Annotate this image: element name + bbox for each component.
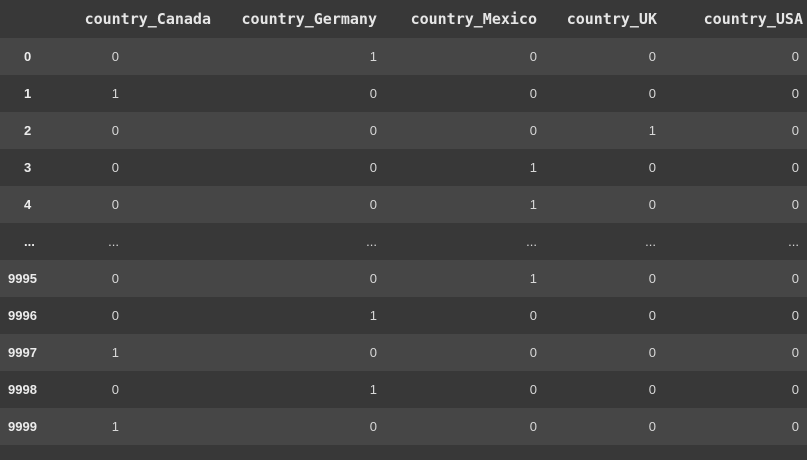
table-cell: 0: [791, 419, 799, 434]
table-cell: 0: [111, 49, 119, 64]
table-cell: 0: [791, 345, 799, 360]
table-cell: 0: [369, 123, 377, 138]
index-header: [0, 0, 60, 38]
column-header-country-mexico: country_Mexico: [410, 10, 537, 28]
table-cell: 1: [648, 123, 656, 138]
table-cell: 0: [791, 160, 799, 175]
table-row: 9997 1 0 0 0 0: [0, 334, 807, 371]
row-index: 1: [24, 86, 32, 101]
row-index: 3: [24, 160, 32, 175]
table-row: 9996 0 1 0 0 0: [0, 297, 807, 334]
table-header: country_Canada country_Germany country_M…: [0, 0, 807, 38]
table-cell: 0: [648, 197, 656, 212]
table-cell: 0: [791, 271, 799, 286]
column-header-country-germany: country_Germany: [241, 10, 377, 28]
table-cell: 0: [111, 160, 119, 175]
row-index: 0: [24, 49, 32, 64]
table-cell: 0: [791, 308, 799, 323]
table-cell: 1: [529, 160, 537, 175]
table-row: 9999 1 0 0 0 0: [0, 408, 807, 445]
row-index: 9995: [8, 271, 37, 286]
table-cell: 0: [111, 197, 119, 212]
table-cell: 0: [648, 86, 656, 101]
table-cell: ...: [788, 234, 799, 249]
table-cell: 0: [529, 345, 537, 360]
table-cell: 1: [111, 86, 119, 101]
table-cell: 0: [648, 271, 656, 286]
table-cell: 0: [791, 123, 799, 138]
table-cell: 0: [648, 49, 656, 64]
table-cell: 0: [369, 345, 377, 360]
table-cell: 0: [369, 271, 377, 286]
table-cell: 0: [369, 197, 377, 212]
table-cell: 0: [529, 86, 537, 101]
dataframe-table: country_Canada country_Germany country_M…: [0, 0, 807, 445]
row-index: 2: [24, 123, 32, 138]
table-cell: 0: [791, 382, 799, 397]
table-row: 9998 0 1 0 0 0: [0, 371, 807, 408]
table-cell: 0: [648, 308, 656, 323]
table-cell: 1: [529, 271, 537, 286]
row-index: 9998: [8, 382, 37, 397]
table-cell: 0: [791, 86, 799, 101]
table-cell: ...: [526, 234, 537, 249]
table-cell: ...: [366, 234, 377, 249]
table-cell: 0: [648, 345, 656, 360]
table-row: 0 0 1 0 0 0: [0, 38, 807, 75]
table-row: 1 1 0 0 0 0: [0, 75, 807, 112]
table-cell: 1: [369, 49, 377, 64]
table-cell: 0: [111, 123, 119, 138]
table-cell: 1: [111, 419, 119, 434]
table-cell: 0: [529, 382, 537, 397]
table-cell: ...: [108, 234, 119, 249]
table-cell: 0: [529, 419, 537, 434]
column-header-country-usa: country_USA: [703, 10, 803, 28]
table-cell: 0: [648, 419, 656, 434]
row-index: 9997: [8, 345, 37, 360]
table-cell: 1: [529, 197, 537, 212]
table-cell: 0: [791, 49, 799, 64]
column-header-country-uk: country_UK: [566, 10, 657, 28]
header-row: country_Canada country_Germany country_M…: [0, 0, 807, 38]
table-body: 0 0 1 0 0 0 1 1 0 0 0 0 2 0 0 0 1 0 3 0 0 1 0 0 4 0 0 1 0 0..........…: [0, 38, 807, 445]
column-header-country-canada: country_Canada: [84, 10, 211, 28]
table-cell: 0: [111, 308, 119, 323]
table-cell: 0: [529, 123, 537, 138]
table-cell: 0: [369, 86, 377, 101]
table-row: 2 0 0 0 1 0: [0, 112, 807, 149]
row-index: 4: [24, 197, 32, 212]
table-cell: 0: [648, 160, 656, 175]
row-index: ...: [24, 234, 35, 249]
table-cell: 0: [111, 382, 119, 397]
table-cell: ...: [645, 234, 656, 249]
table-row: ..................: [0, 223, 807, 260]
table-cell: 1: [369, 308, 377, 323]
table-row: 4 0 0 1 0 0: [0, 186, 807, 223]
row-index: 9996: [8, 308, 37, 323]
table-row: 9995 0 0 1 0 0: [0, 260, 807, 297]
table-cell: 0: [529, 308, 537, 323]
table-cell: 0: [529, 49, 537, 64]
row-index: 9999: [8, 419, 37, 434]
table-cell: 0: [791, 197, 799, 212]
table-cell: 0: [648, 382, 656, 397]
table-cell: 1: [111, 345, 119, 360]
table-cell: 0: [369, 160, 377, 175]
table-cell: 0: [369, 419, 377, 434]
table-row: 3 0 0 1 0 0: [0, 149, 807, 186]
table-cell: 1: [369, 382, 377, 397]
table-cell: 0: [111, 271, 119, 286]
